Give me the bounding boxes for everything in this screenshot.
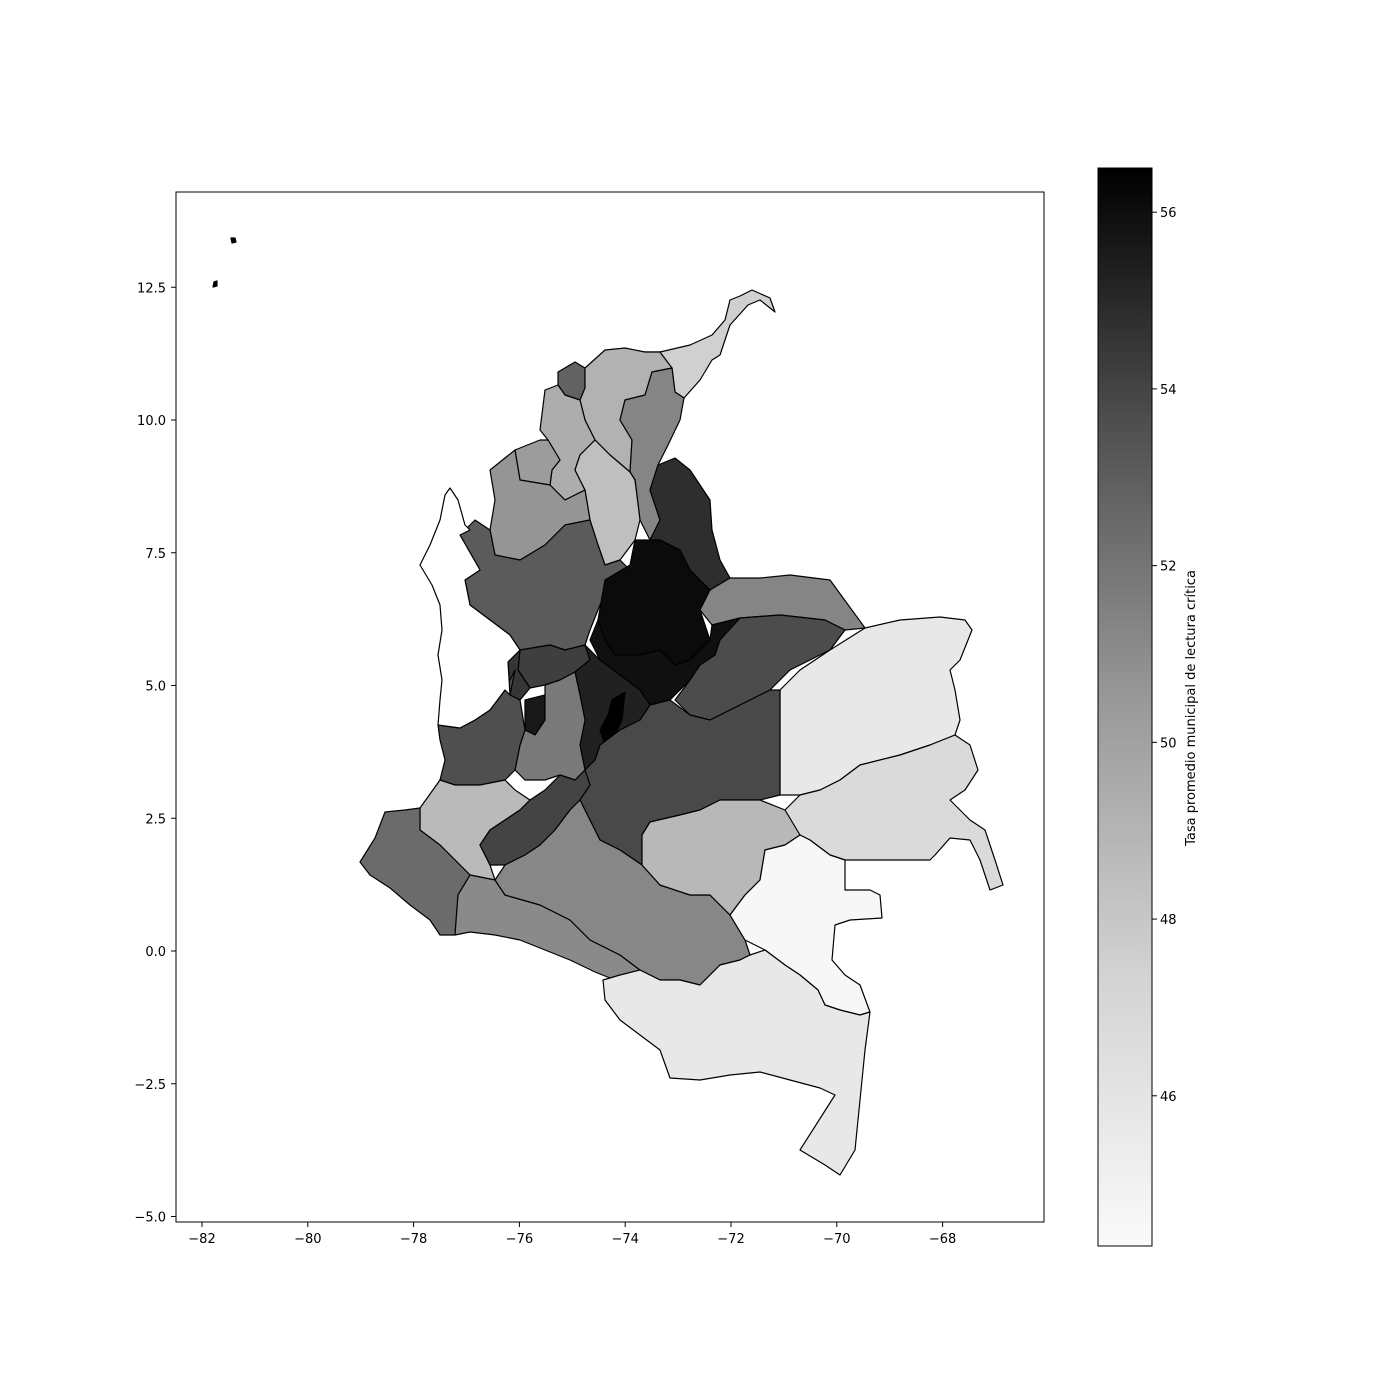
x-tick-label: −68 [929, 1232, 956, 1247]
x-tick-label: −72 [717, 1232, 744, 1247]
y-tick-label: 5.0 [145, 680, 166, 695]
region-tolima [514, 671, 586, 781]
x-tick-label: −78 [400, 1232, 427, 1247]
colorbar-tick-label: 56 [1160, 206, 1177, 221]
colorbar-tick-label: 52 [1160, 560, 1177, 575]
region-guainia [784, 734, 1004, 891]
x-axis: −82 −80 −78 −76 −74 −72 −70 −68 [188, 1222, 956, 1247]
colorbar-tick-label: 50 [1160, 736, 1177, 751]
colorbar-label: Tasa promedio municipal de lectura críti… [1184, 570, 1199, 847]
y-axis: 12.5 10.0 7.5 5.0 2.5 0.0 −2.5 −5.0 [134, 281, 176, 1226]
colorbar-tick-label: 48 [1160, 913, 1177, 928]
colorbar-tick-label: 54 [1160, 383, 1177, 398]
region-amazonas [602, 949, 871, 1176]
colorbar-tick-label: 46 [1160, 1090, 1177, 1105]
region-san-andres [212, 237, 237, 288]
map-regions [212, 237, 1004, 1176]
y-tick-label: 2.5 [145, 812, 166, 827]
y-tick-label: 0.0 [145, 945, 166, 960]
x-tick-label: −74 [611, 1232, 638, 1247]
y-tick-label: 10.0 [137, 414, 166, 429]
y-tick-label: −5.0 [134, 1211, 166, 1226]
y-tick-label: 7.5 [145, 547, 166, 562]
colorbar [1097, 167, 1153, 1247]
x-tick-label: −76 [506, 1232, 533, 1247]
colorbar-ticks: 46 48 50 52 54 56 [1152, 206, 1177, 1105]
map-axes-frame [175, 191, 1045, 1223]
region-vaupes [729, 834, 883, 1016]
region-choco [419, 487, 521, 729]
x-tick-label: −82 [188, 1232, 215, 1247]
y-tick-label: 12.5 [137, 281, 166, 296]
x-tick-label: −70 [823, 1232, 850, 1247]
y-tick-label: −2.5 [134, 1078, 166, 1093]
x-tick-label: −80 [294, 1232, 321, 1247]
